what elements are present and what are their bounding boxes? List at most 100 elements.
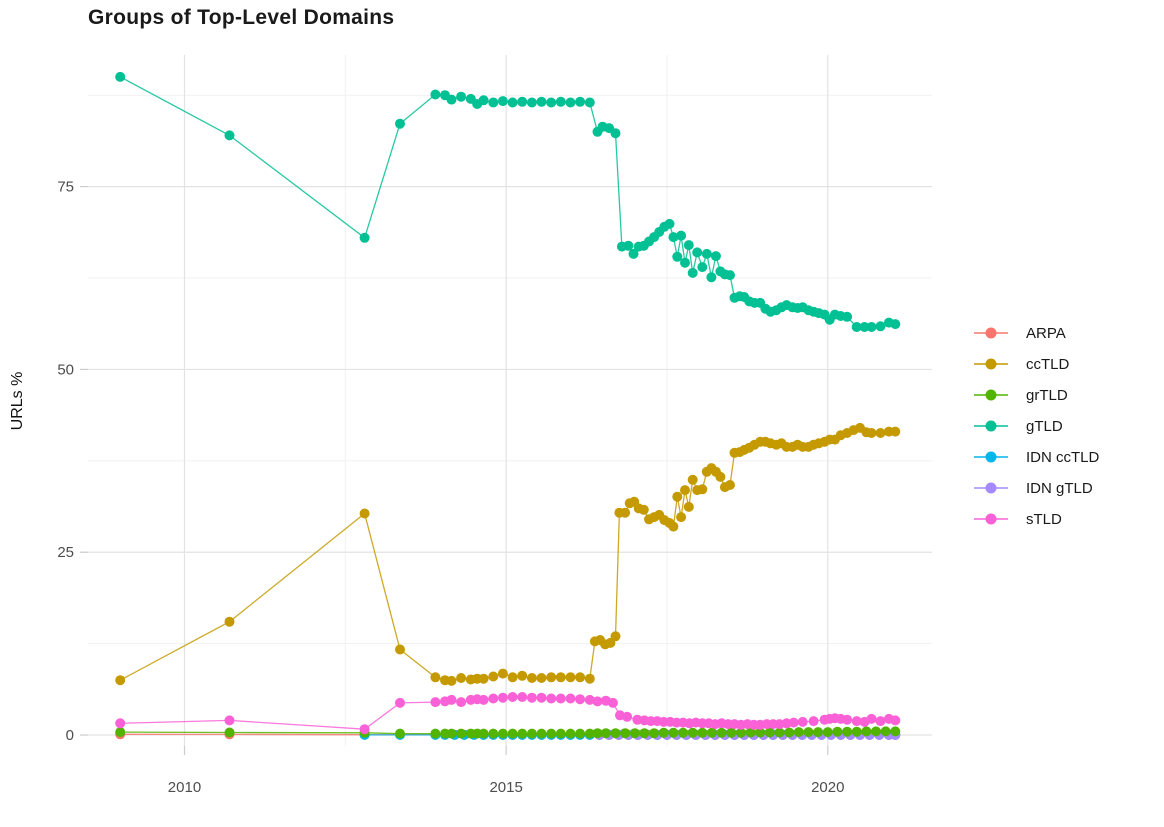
data-point bbox=[456, 728, 467, 739]
data-point bbox=[678, 727, 688, 738]
data-point bbox=[842, 714, 853, 725]
data-point bbox=[842, 311, 853, 322]
data-point bbox=[649, 728, 660, 739]
data-point bbox=[430, 672, 441, 683]
y-tick-label: 25 bbox=[57, 544, 74, 561]
legend-label: IDN gTLD bbox=[1026, 479, 1093, 497]
data-point bbox=[115, 675, 126, 686]
legend-item-IDN-ccTLD: IDN ccTLD bbox=[972, 445, 1099, 469]
series-gTLD bbox=[115, 71, 901, 332]
data-point bbox=[808, 716, 819, 727]
legend-item-ARPA: ARPA bbox=[972, 321, 1099, 345]
data-point bbox=[546, 97, 557, 108]
data-point bbox=[517, 728, 528, 739]
data-point bbox=[224, 130, 235, 141]
data-point bbox=[592, 696, 603, 707]
data-point bbox=[851, 726, 862, 737]
data-point bbox=[546, 693, 557, 704]
data-point bbox=[555, 96, 566, 107]
data-point bbox=[628, 248, 639, 259]
data-point bbox=[430, 89, 441, 100]
data-point bbox=[555, 693, 566, 704]
data-point bbox=[664, 218, 675, 229]
data-point bbox=[639, 728, 650, 739]
data-point bbox=[861, 726, 872, 737]
data-point bbox=[610, 631, 621, 642]
data-point bbox=[687, 474, 698, 485]
data-point bbox=[697, 484, 708, 495]
legend-key-icon bbox=[972, 357, 1010, 371]
data-point bbox=[446, 675, 457, 686]
data-point bbox=[446, 94, 457, 105]
data-point bbox=[592, 728, 603, 739]
data-point bbox=[536, 692, 547, 703]
data-point bbox=[488, 728, 499, 739]
legend-label: IDN ccTLD bbox=[1026, 448, 1100, 466]
data-point bbox=[890, 426, 901, 437]
data-point bbox=[697, 727, 708, 738]
data-point bbox=[822, 727, 833, 738]
data-point bbox=[622, 711, 633, 722]
legend-key-icon bbox=[972, 512, 1010, 526]
data-point bbox=[430, 728, 441, 739]
series-sTLD bbox=[115, 692, 901, 735]
data-point bbox=[683, 240, 694, 251]
data-point bbox=[623, 240, 634, 251]
data-point bbox=[797, 716, 808, 727]
data-point bbox=[456, 673, 467, 683]
legend-label: ccTLD bbox=[1026, 355, 1070, 373]
data-point bbox=[715, 471, 726, 482]
data-point bbox=[478, 694, 489, 705]
data-point bbox=[565, 693, 576, 704]
y-tick-label: 50 bbox=[57, 361, 74, 378]
data-point bbox=[584, 673, 595, 684]
data-point bbox=[478, 728, 489, 739]
data-point bbox=[755, 727, 766, 738]
data-point bbox=[866, 428, 877, 438]
data-point bbox=[584, 97, 595, 108]
data-point bbox=[788, 717, 799, 728]
data-point bbox=[725, 270, 735, 281]
data-point bbox=[395, 118, 405, 129]
data-point bbox=[735, 727, 746, 738]
data-point bbox=[359, 232, 370, 243]
data-point bbox=[224, 616, 235, 627]
data-point bbox=[680, 485, 690, 496]
data-point bbox=[687, 267, 698, 278]
data-point bbox=[555, 728, 566, 739]
data-point bbox=[536, 673, 547, 683]
data-point bbox=[701, 248, 712, 259]
data-point bbox=[851, 322, 862, 332]
data-point bbox=[497, 692, 508, 703]
data-point bbox=[716, 727, 727, 738]
data-point bbox=[890, 726, 901, 737]
data-point bbox=[488, 671, 499, 682]
data-point bbox=[555, 672, 566, 683]
data-point bbox=[875, 321, 886, 332]
data-point bbox=[456, 697, 467, 708]
data-point bbox=[575, 694, 586, 705]
data-point bbox=[793, 727, 804, 738]
legend-item-IDN-gTLD: IDN gTLD bbox=[972, 476, 1099, 500]
series-ccTLD bbox=[115, 422, 901, 686]
data-point bbox=[507, 728, 518, 739]
data-point bbox=[575, 728, 586, 739]
data-point bbox=[478, 673, 489, 684]
legend-key-icon bbox=[972, 419, 1010, 433]
data-point bbox=[115, 727, 126, 738]
data-point bbox=[456, 91, 467, 102]
data-point bbox=[680, 257, 690, 268]
data-point bbox=[584, 728, 595, 739]
data-point bbox=[536, 728, 547, 739]
data-point bbox=[610, 728, 621, 739]
data-point bbox=[488, 97, 499, 108]
data-point bbox=[526, 728, 537, 739]
data-point bbox=[710, 251, 721, 262]
data-point bbox=[607, 697, 618, 708]
data-point bbox=[446, 728, 457, 739]
data-point bbox=[115, 718, 126, 729]
data-point bbox=[395, 697, 405, 708]
data-point bbox=[546, 672, 557, 683]
data-point bbox=[803, 727, 814, 738]
x-tick-label: 2010 bbox=[168, 779, 201, 796]
